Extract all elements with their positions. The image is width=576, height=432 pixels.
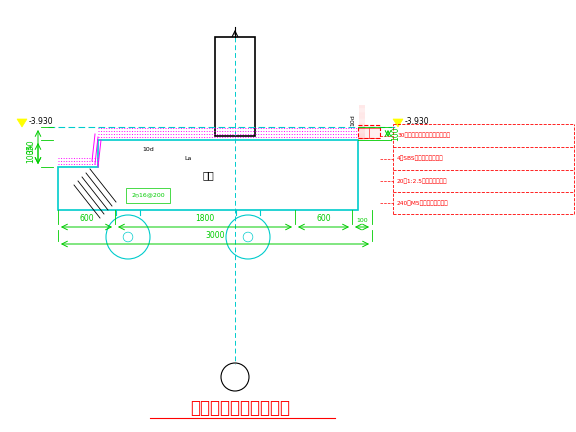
Text: 10d: 10d — [142, 147, 154, 152]
Text: 240厚M5水泥砂浆砌砖胎膜: 240厚M5水泥砂浆砌砖胎膜 — [397, 200, 449, 206]
Text: 350: 350 — [26, 140, 35, 154]
Text: 600: 600 — [79, 214, 94, 223]
Text: -3.930: -3.930 — [405, 118, 430, 127]
Text: 2ņ16@200: 2ņ16@200 — [131, 193, 165, 197]
Text: 100: 100 — [391, 126, 400, 141]
Polygon shape — [393, 119, 403, 127]
Text: 底板四周承台处侧胎模: 底板四周承台处侧胎模 — [190, 399, 290, 417]
Text: 桶槽: 桶槽 — [202, 170, 214, 180]
Text: -3.930: -3.930 — [29, 118, 54, 127]
Text: 10d: 10d — [351, 115, 355, 127]
Bar — [358, 125, 380, 138]
Text: 100: 100 — [356, 218, 368, 223]
Text: 30厚橡塑聚苯乙稀泡沫板保护层: 30厚橡塑聚苯乙稀泡沫板保护层 — [397, 133, 450, 138]
Polygon shape — [17, 119, 27, 127]
Text: 1800: 1800 — [195, 214, 215, 223]
Text: 3000: 3000 — [205, 231, 225, 240]
Text: 100A: 100A — [26, 143, 35, 163]
Text: 20厚1:2.5水泥砂浆找平层: 20厚1:2.5水泥砂浆找平层 — [397, 178, 448, 184]
Text: La: La — [184, 156, 192, 161]
Text: 4厚SBS改性沥青防水卷材: 4厚SBS改性沥青防水卷材 — [397, 156, 444, 161]
Text: 600: 600 — [316, 214, 331, 223]
